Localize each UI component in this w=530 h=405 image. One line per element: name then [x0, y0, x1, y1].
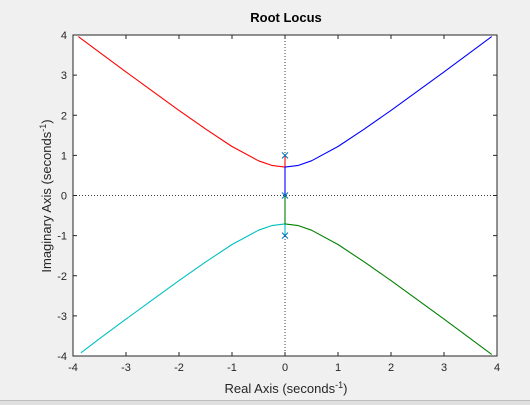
reference-lines [73, 35, 497, 356]
x-tick-label: 1 [335, 362, 341, 374]
x-tick-label: -3 [121, 362, 131, 374]
pole-marker[interactable] [281, 232, 289, 239]
y-axis-label-close: ) [39, 119, 54, 123]
window-bottom-edge [0, 400, 530, 405]
y-tick-label: -4 [57, 351, 67, 363]
locus-branch-4[interactable] [284, 195, 493, 355]
locus-branches [77, 36, 493, 355]
x-tick-label: 4 [494, 362, 500, 374]
locus-branch-3[interactable] [80, 223, 286, 354]
x-tick-label: -4 [68, 362, 78, 374]
y-tick-label: -2 [57, 271, 67, 283]
y-axis-label-exponent: -1 [38, 124, 48, 132]
x-axis-label-main: Real Axis (seconds [225, 381, 336, 396]
y-tick-label: 1 [61, 150, 67, 162]
y-tick-label: 3 [61, 70, 67, 82]
x-tick-label: 0 [282, 362, 288, 374]
x-tick-label: -2 [174, 362, 184, 374]
x-axis-label-close: ) [343, 381, 347, 396]
y-tick-label: 4 [61, 30, 67, 42]
y-tick-label: 2 [61, 110, 67, 122]
pole-markers [281, 152, 289, 239]
axis-ticks: -4 -3 -2 -1 0 1 2 3 4 -4 -3 -2 -1 0 1 2 3 4 [57, 30, 500, 374]
y-tick-label: -3 [57, 311, 67, 323]
pole-marker[interactable] [281, 192, 289, 199]
y-axis-label-main: Imaginary Axis (seconds [39, 131, 54, 272]
chart-title: Root Locus [250, 10, 322, 25]
x-tick-label: 3 [441, 362, 447, 374]
x-tick-label: 2 [388, 362, 394, 374]
y-tick-label: 0 [61, 191, 67, 203]
locus-branch-2[interactable] [284, 36, 493, 196]
x-axis-label: Real Axis (seconds-1) [225, 380, 348, 396]
y-axis-label: Imaginary Axis (seconds-1) [38, 119, 54, 272]
y-tick-label: -1 [57, 231, 67, 243]
pole-marker[interactable] [281, 152, 289, 159]
x-tick-label: -1 [227, 362, 237, 374]
locus-branch-1[interactable] [77, 36, 286, 168]
x-axis-label-exponent: -1 [335, 380, 343, 390]
